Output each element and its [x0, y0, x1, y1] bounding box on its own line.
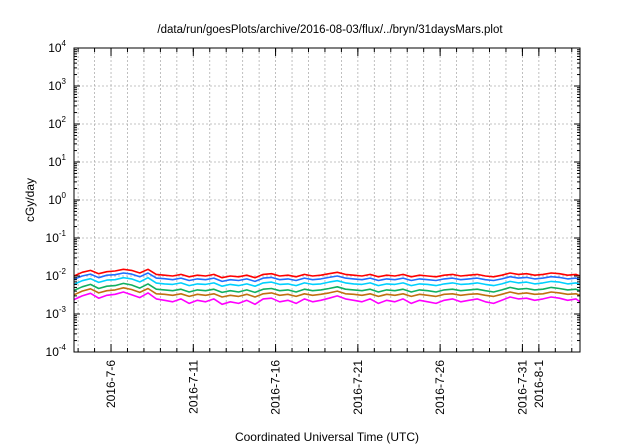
grid — [74, 47, 580, 353]
series-line — [73, 268, 581, 279]
series-line — [73, 291, 581, 306]
x-tick-label: 2016-7-26 — [433, 360, 447, 415]
series-line — [73, 276, 581, 288]
y-axis: 10-4 10-3 10-2 10-1 100 101 102 103 104 — [46, 39, 580, 359]
x-tick-label: 2016-7-21 — [351, 360, 365, 415]
series-line — [73, 286, 581, 298]
y-axis-label: cGy/day — [23, 178, 37, 222]
y-tick-label: 102 — [48, 115, 66, 131]
y-tick-label: 10-3 — [46, 305, 67, 321]
y-tick-label: 10-1 — [46, 229, 67, 245]
x-axis-label: Coordinated Universal Time (UTC) — [235, 430, 419, 444]
y-tick-label: 101 — [48, 153, 66, 169]
y-tick-label: 104 — [48, 39, 66, 55]
series-layer — [73, 268, 581, 306]
y-tick-label: 103 — [48, 77, 66, 93]
chart-title: /data/run/goesPlots/archive/2016-08-03/f… — [157, 24, 503, 36]
x-tick-label: 2016-7-6 — [104, 360, 118, 408]
x-axis: 2016-7-6 2016-7-11 2016-7-16 2016-7-21 2016-… — [77, 48, 573, 415]
series-line — [73, 282, 581, 294]
x-tick-label: 2016-7-16 — [269, 360, 283, 415]
y-tick-label: 10-2 — [46, 267, 67, 283]
y-tick-label: 100 — [48, 191, 66, 207]
x-tick-label: 2016-7-11 — [186, 360, 200, 414]
y-tick-label: 10-4 — [46, 343, 67, 359]
series-line — [73, 272, 581, 283]
x-tick-label: 2016-8-1 — [532, 360, 546, 408]
x-tick-label: 2016-7-31 — [515, 360, 529, 415]
